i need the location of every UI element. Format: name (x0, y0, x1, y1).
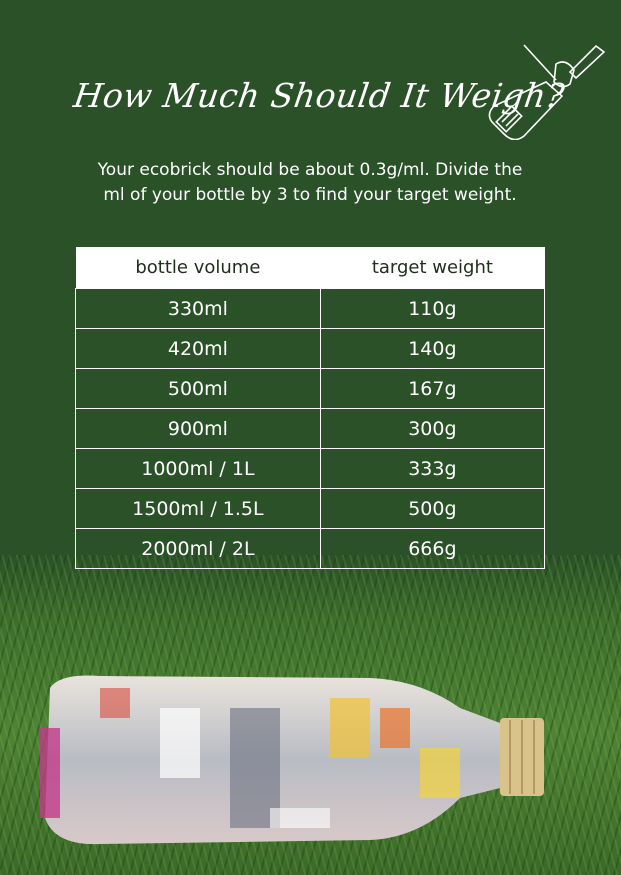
volume-cell: 2000ml / 2L (75, 528, 321, 569)
table-header-row: bottle volume target weight (75, 247, 545, 289)
weight-cell: 333g (319, 448, 546, 489)
table-row: 420ml 140g (75, 328, 546, 369)
volume-cell: 420ml (75, 328, 321, 369)
intro-line-1: Your ecobrick should be about 0.3g/ml. D… (97, 160, 523, 180)
intro-line-2: ml of your bottle by 3 to find your targ… (103, 185, 517, 205)
table-row: 1500ml / 1.5L 500g (75, 488, 546, 529)
weight-cell: 300g (319, 408, 546, 449)
table-row: 2000ml / 2L 666g (75, 528, 546, 569)
hand-stuffing-bottle-icon (488, 44, 606, 140)
weight-cell: 167g (319, 368, 546, 409)
weight-table: bottle volume target weight 330ml 110g 42… (75, 247, 546, 569)
weight-cell: 110g (319, 288, 546, 329)
table-row: 330ml 110g (75, 288, 546, 329)
table-row: 500ml 167g (75, 368, 546, 409)
intro-text: Your ecobrick should be about 0.3g/ml. D… (60, 158, 560, 208)
header-bottle-volume: bottle volume (75, 247, 321, 289)
table-row: 1000ml / 1L 333g (75, 448, 546, 489)
volume-cell: 500ml (75, 368, 321, 409)
table-row: 900ml 300g (75, 408, 546, 449)
header-target-weight: target weight (320, 247, 545, 289)
ecobrick-bottle-photo (40, 675, 544, 845)
weight-cell: 666g (319, 528, 546, 569)
weight-cell: 500g (319, 488, 546, 529)
volume-cell: 900ml (75, 408, 321, 449)
volume-cell: 330ml (75, 288, 321, 329)
weight-cell: 140g (319, 328, 546, 369)
volume-cell: 1500ml / 1.5L (75, 488, 321, 529)
volume-cell: 1000ml / 1L (75, 448, 321, 489)
